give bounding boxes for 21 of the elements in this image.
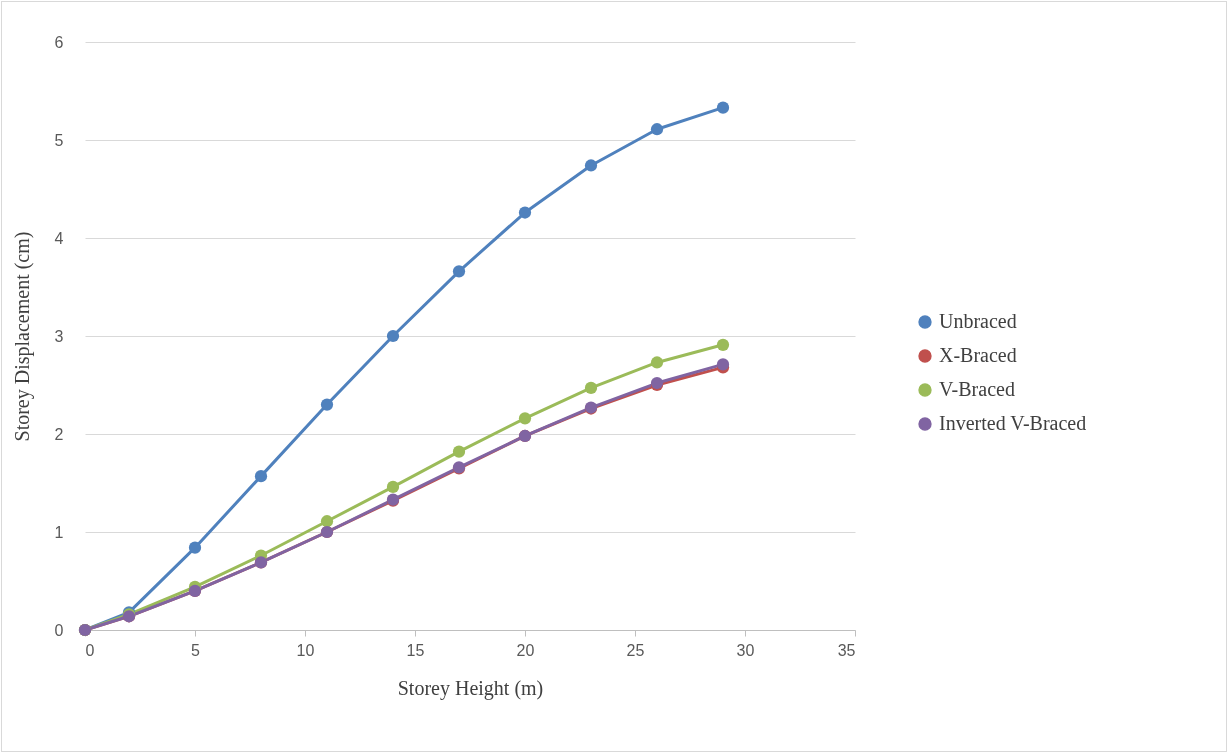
x-tick-label: 35 xyxy=(837,641,856,659)
x-tick-label: 5 xyxy=(191,641,201,659)
x-tick-label: 15 xyxy=(406,641,425,659)
y-tick-label: 0 xyxy=(54,621,64,639)
y-tick-label: 5 xyxy=(54,131,64,149)
y-axis-title: Storey Displacement (cm) xyxy=(10,231,34,442)
x-tick-label: 10 xyxy=(296,641,315,659)
legend-label: V-Braced xyxy=(939,378,1015,400)
y-tick-label: 3 xyxy=(54,327,64,345)
y-tick-label: 6 xyxy=(54,33,64,51)
x-tick-label: 30 xyxy=(736,641,755,659)
legend-label: Unbraced xyxy=(939,310,1017,332)
y-tick-label: 1 xyxy=(54,523,64,541)
legend-label: X-Braced xyxy=(939,344,1017,366)
x-tick-label: 0 xyxy=(85,641,95,659)
legend-label: Inverted V-Braced xyxy=(939,412,1087,434)
x-tick-label: 20 xyxy=(516,641,535,659)
y-tick-label: 4 xyxy=(54,229,64,247)
x-axis-title: Storey Height (m) xyxy=(397,676,544,700)
y-tick-label: 2 xyxy=(54,425,64,443)
x-tick-label: 25 xyxy=(626,641,645,659)
